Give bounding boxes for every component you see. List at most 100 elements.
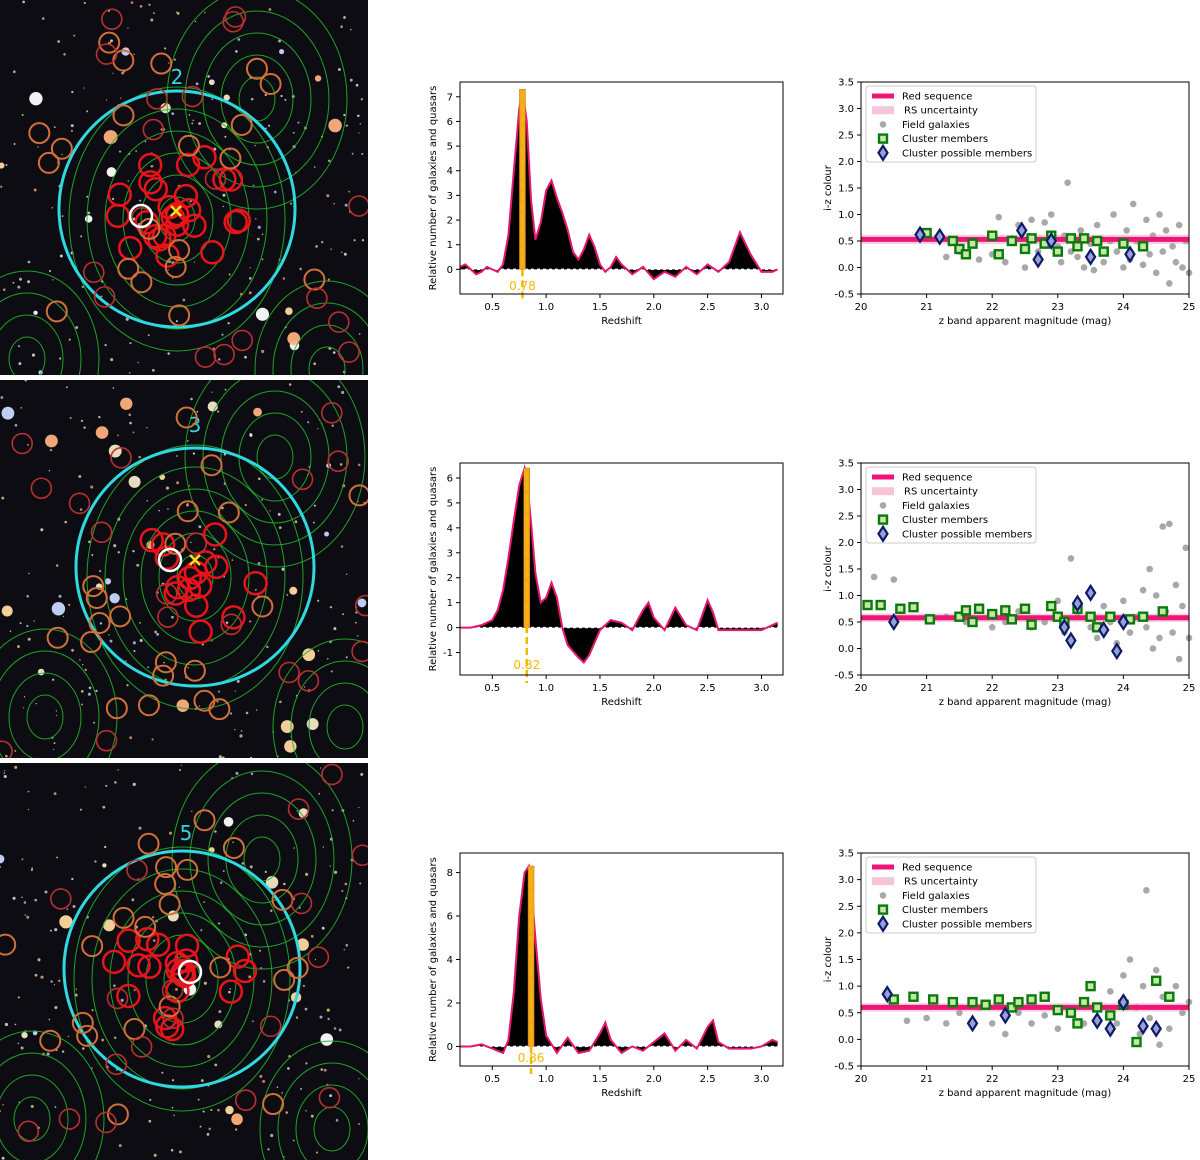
source-dot <box>114 781 117 784</box>
source-dot <box>139 4 143 8</box>
source-dot <box>265 127 267 130</box>
source-dot <box>343 113 346 117</box>
x-tick-label: 24 <box>1117 1074 1130 1085</box>
orange-candidate-circle <box>45 300 68 323</box>
field-circle <box>194 346 217 368</box>
source-dot <box>35 702 38 705</box>
x-tick-label: 1.5 <box>592 683 608 694</box>
source-dot <box>13 143 16 145</box>
field-galaxy-point <box>1152 592 1160 599</box>
source-dot <box>40 528 44 532</box>
orange-candidate-circle <box>0 933 17 956</box>
orange-candidate-circle <box>164 532 187 555</box>
x-tick-label: 1.0 <box>538 1074 554 1085</box>
source-dot <box>182 298 186 302</box>
possible-member-point <box>933 227 946 246</box>
source-dot <box>100 295 103 298</box>
source-dot <box>19 622 22 625</box>
source-dot <box>0 162 5 169</box>
orange-candidate-circle <box>303 268 326 291</box>
source-dot <box>346 573 348 575</box>
density-contour <box>122 152 232 286</box>
possible-member-point <box>1117 612 1130 632</box>
y-tick-label: 4 <box>447 523 453 534</box>
source-dot <box>217 690 221 693</box>
x-tick-label: 20 <box>855 1074 868 1085</box>
source-dot <box>203 981 207 985</box>
source-dot <box>351 152 354 155</box>
orange-candidate-circle <box>154 651 177 674</box>
source-dot <box>327 658 329 660</box>
cluster-member-point <box>1137 241 1149 252</box>
y-tick-label: 0.0 <box>838 1035 854 1046</box>
field-galaxy-point <box>995 213 1003 221</box>
source-dot <box>292 131 295 134</box>
source-dot <box>257 225 261 229</box>
source-dot <box>12 70 16 74</box>
source-dot <box>279 700 282 704</box>
orange-candidate-circle <box>85 586 108 609</box>
source-dot <box>207 1054 211 1059</box>
source-dot <box>18 362 22 365</box>
density-contour <box>207 792 317 926</box>
source-dot <box>18 277 23 281</box>
source-dot <box>266 645 269 649</box>
density-contour <box>26 694 64 740</box>
x-axis-label: z band apparent magnitude (mag) <box>939 1088 1112 1099</box>
x-axis-label: Redshift <box>601 697 642 708</box>
source-dot <box>86 195 89 198</box>
source-dot <box>78 474 82 478</box>
orange-candidate-circle <box>183 659 206 682</box>
density-contour <box>8 336 46 375</box>
source-dot <box>117 551 120 554</box>
source-dot <box>49 448 53 452</box>
source-dot <box>340 545 344 548</box>
source-dot <box>261 258 264 261</box>
y-tick-label: 1.0 <box>838 982 854 993</box>
red-member-circle <box>176 577 202 603</box>
source-dot <box>66 908 69 910</box>
y-tick-label: 2.0 <box>838 928 854 939</box>
x-axis-label: Redshift <box>601 316 642 327</box>
legend-entry-label: RS uncertainty <box>904 487 978 498</box>
cluster-member-point <box>993 249 1004 260</box>
source-dot <box>27 637 31 641</box>
field-galaxy-point <box>1047 211 1055 218</box>
source-dot <box>81 285 84 289</box>
legend-entry-label: Red sequence <box>902 473 972 484</box>
source-dot <box>245 711 249 715</box>
red-member-circle <box>165 574 190 600</box>
field-galaxy-point <box>1139 982 1147 990</box>
y-tick-label: 6 <box>447 117 453 128</box>
source-dot <box>218 358 221 361</box>
x-tick-label: 1.0 <box>538 302 554 313</box>
orange-candidate-circle <box>286 956 309 979</box>
source-dot <box>54 1005 58 1010</box>
field-galaxy-point <box>1041 618 1048 626</box>
possible-member-point <box>966 1014 979 1033</box>
source-dot <box>257 237 260 241</box>
source-dot <box>70 129 73 132</box>
source-dot <box>33 188 37 192</box>
legend-entry-label: Cluster members <box>902 905 988 916</box>
source-dot <box>327 1017 330 1021</box>
source-dot <box>214 1020 223 1029</box>
redshift-panel-1: 0.78 0.5 1.0 1.5 2.0 2.5 3.0 0 1 2 3 4 5 6 7 Redshift Re… <box>428 81 784 327</box>
y-tick-label: 2.5 <box>838 131 854 142</box>
possible-member-point <box>1015 221 1028 240</box>
cluster-member-point <box>888 994 899 1005</box>
density-contour <box>0 1052 87 1160</box>
sky-background <box>0 0 368 375</box>
source-dot <box>235 771 239 775</box>
source-dot <box>147 334 150 337</box>
source-dot <box>294 520 298 524</box>
cluster-member-point <box>1052 1004 1064 1016</box>
field-galaxy-point <box>1149 645 1157 652</box>
possible-member-point <box>1097 620 1110 639</box>
cluster-member-point <box>875 599 886 611</box>
source-dot <box>88 686 92 690</box>
y-tick-label: 0.0 <box>838 644 854 655</box>
cluster-member-point <box>908 601 919 613</box>
legend-swatch-possible <box>877 524 889 543</box>
source-dot <box>198 122 202 126</box>
